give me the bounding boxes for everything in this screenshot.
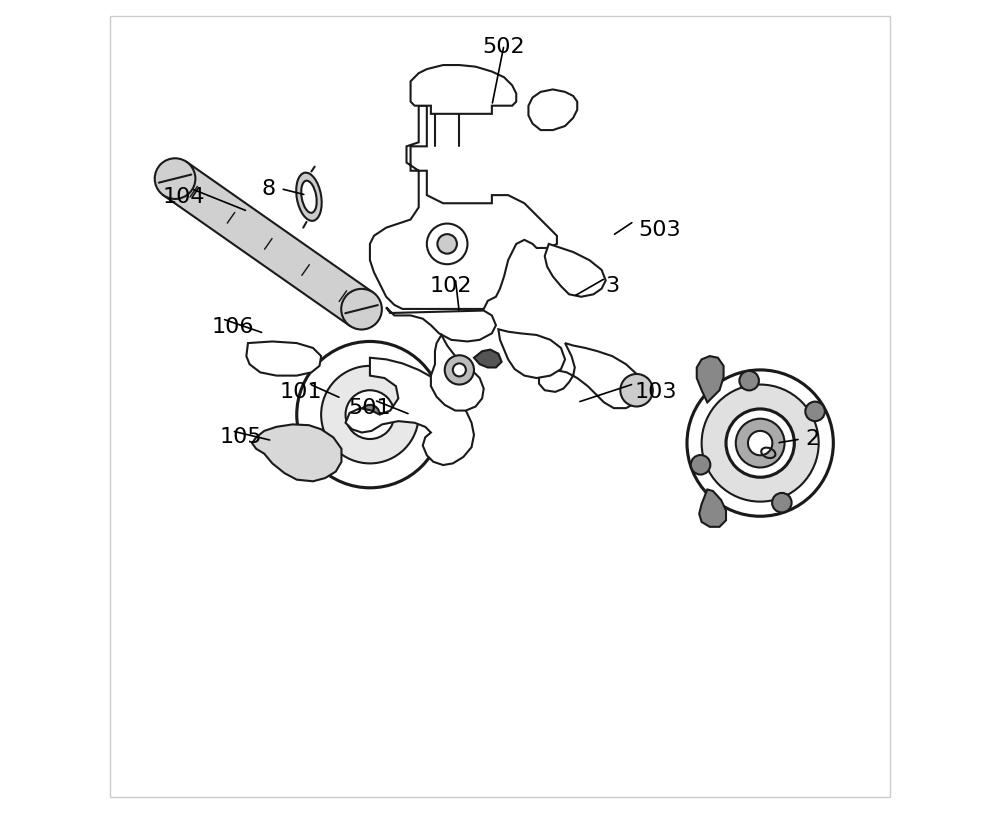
Text: 501: 501 bbox=[349, 398, 391, 419]
Circle shape bbox=[748, 431, 772, 455]
Ellipse shape bbox=[296, 172, 322, 221]
Polygon shape bbox=[252, 424, 341, 481]
Polygon shape bbox=[528, 89, 577, 130]
Circle shape bbox=[360, 405, 380, 424]
Circle shape bbox=[437, 234, 457, 254]
Polygon shape bbox=[697, 356, 724, 402]
Polygon shape bbox=[539, 343, 642, 408]
Text: 502: 502 bbox=[483, 37, 525, 57]
Circle shape bbox=[726, 409, 794, 477]
Circle shape bbox=[445, 355, 474, 385]
Ellipse shape bbox=[301, 180, 317, 213]
Ellipse shape bbox=[155, 159, 195, 199]
Ellipse shape bbox=[341, 289, 382, 329]
Text: 106: 106 bbox=[211, 317, 254, 337]
Polygon shape bbox=[163, 162, 373, 326]
Polygon shape bbox=[498, 329, 565, 378]
Circle shape bbox=[346, 390, 394, 439]
Text: 8: 8 bbox=[261, 179, 275, 199]
Polygon shape bbox=[346, 358, 474, 465]
Circle shape bbox=[736, 419, 785, 467]
Polygon shape bbox=[411, 65, 516, 114]
Circle shape bbox=[702, 385, 819, 502]
Text: 2: 2 bbox=[805, 429, 819, 449]
Circle shape bbox=[687, 370, 833, 516]
Circle shape bbox=[691, 455, 710, 475]
Text: 103: 103 bbox=[634, 382, 677, 402]
Polygon shape bbox=[246, 341, 321, 376]
Text: 104: 104 bbox=[163, 187, 205, 207]
Circle shape bbox=[427, 224, 467, 264]
Text: 101: 101 bbox=[280, 382, 322, 402]
Circle shape bbox=[620, 374, 653, 406]
Circle shape bbox=[297, 341, 443, 488]
Polygon shape bbox=[699, 489, 726, 527]
Polygon shape bbox=[370, 106, 557, 309]
Circle shape bbox=[453, 363, 466, 376]
Text: 105: 105 bbox=[220, 427, 262, 447]
Circle shape bbox=[805, 402, 825, 421]
Polygon shape bbox=[474, 350, 502, 367]
Text: 102: 102 bbox=[430, 276, 472, 297]
Circle shape bbox=[739, 371, 759, 390]
Text: 503: 503 bbox=[638, 220, 681, 240]
Text: 3: 3 bbox=[606, 276, 620, 297]
Circle shape bbox=[321, 366, 419, 463]
Polygon shape bbox=[545, 244, 606, 297]
Circle shape bbox=[772, 493, 792, 512]
Polygon shape bbox=[431, 335, 484, 411]
